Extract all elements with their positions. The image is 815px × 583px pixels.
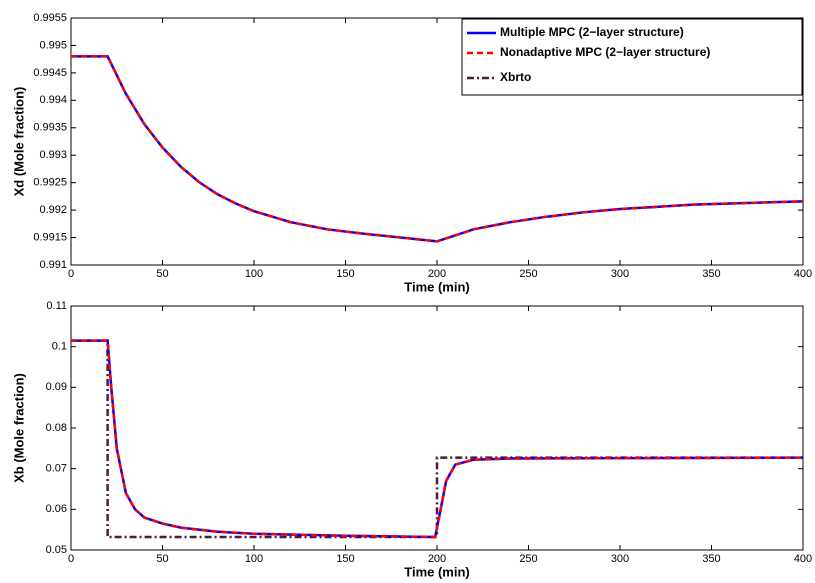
y-tick-label: 0.992 bbox=[39, 204, 67, 216]
x-tick-label: 250 bbox=[519, 268, 537, 280]
y-axis-label: Xd (Mole fraction) bbox=[11, 87, 26, 197]
legend-label: Nonadaptive MPC (2−layer structure) bbox=[500, 45, 710, 59]
y-tick-label: 0.11 bbox=[46, 300, 67, 312]
series-line bbox=[71, 55, 803, 243]
x-tick-label: 0 bbox=[68, 553, 74, 565]
y-tick-label: 0.995 bbox=[39, 39, 67, 51]
y-tick-label: 0.1 bbox=[52, 341, 67, 353]
y-axis-label: Xb (Mole fraction) bbox=[11, 373, 26, 483]
x-tick-label: 200 bbox=[428, 553, 446, 565]
x-tick-label: 350 bbox=[702, 268, 720, 280]
x-axis-label: Time (min) bbox=[404, 564, 470, 579]
y-tick-label: 0.9925 bbox=[33, 177, 67, 189]
x-tick-label: 0 bbox=[68, 268, 74, 280]
x-tick-label: 50 bbox=[156, 268, 168, 280]
x-tick-label: 300 bbox=[611, 268, 629, 280]
legend-box bbox=[461, 18, 803, 96]
x-tick-label: 350 bbox=[702, 553, 720, 565]
y-tick-label: 0.08 bbox=[46, 422, 67, 434]
x-tick-label: 150 bbox=[336, 553, 354, 565]
x-tick-label: 300 bbox=[611, 553, 629, 565]
x-tick-label: 400 bbox=[794, 553, 812, 565]
y-tick-label: 0.05 bbox=[46, 544, 67, 556]
x-tick-label: 50 bbox=[156, 553, 168, 565]
y-tick-label: 0.9955 bbox=[33, 12, 67, 24]
y-tick-label: 0.9935 bbox=[33, 122, 67, 134]
y-tick-label: 0.9915 bbox=[33, 231, 67, 243]
legend-label: Multiple MPC (2−layer structure) bbox=[500, 25, 684, 39]
y-tick-label: 0.993 bbox=[39, 149, 67, 161]
y-tick-label: 0.07 bbox=[46, 463, 67, 475]
x-tick-label: 150 bbox=[336, 268, 354, 280]
x-tick-label: 200 bbox=[428, 268, 446, 280]
x-tick-label: 100 bbox=[245, 553, 263, 565]
y-tick-label: 0.06 bbox=[46, 503, 67, 515]
y-tick-label: 0.991 bbox=[39, 259, 67, 271]
series-line bbox=[71, 339, 803, 539]
x-tick-label: 250 bbox=[519, 553, 537, 565]
legend-label: Xbrto bbox=[500, 70, 531, 84]
y-tick-label: 0.9945 bbox=[33, 67, 67, 79]
y-tick-label: 0.09 bbox=[46, 381, 67, 393]
y-tick-label: 0.994 bbox=[39, 94, 67, 106]
x-axis-label: Time (min) bbox=[404, 279, 470, 294]
x-tick-label: 100 bbox=[245, 268, 263, 280]
x-tick-label: 400 bbox=[794, 268, 812, 280]
